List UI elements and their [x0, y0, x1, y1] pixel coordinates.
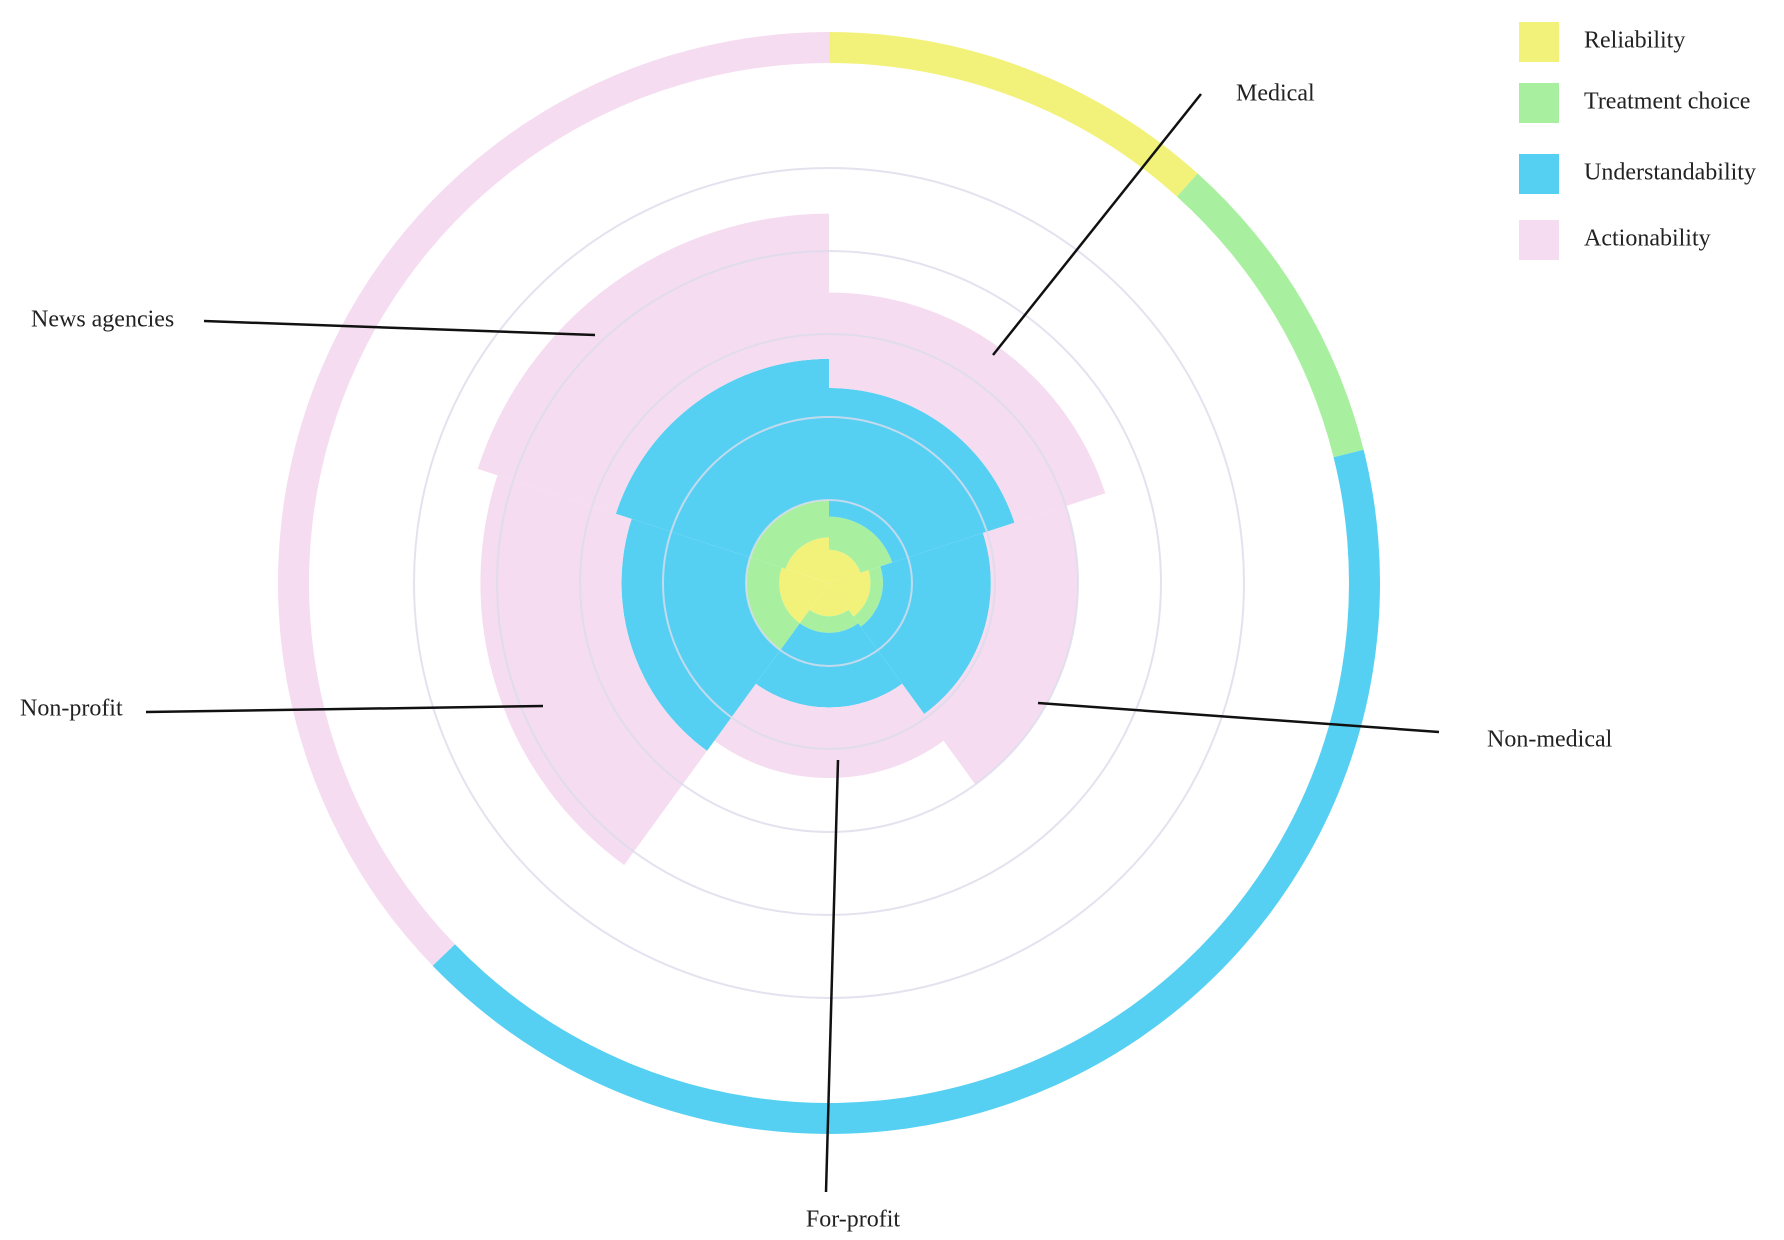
- leader-line: [824, 759, 840, 1193]
- legend-label: Understandability: [1584, 160, 1756, 186]
- bar-segment: [799, 609, 859, 633]
- legend-label: Treatment choice: [1584, 89, 1750, 115]
- leader-line: [992, 93, 1202, 356]
- bar-segment: [829, 549, 861, 583]
- leader-line: [203, 319, 596, 337]
- legend-swatch: [1519, 83, 1559, 123]
- grid-circle: [579, 333, 1079, 833]
- leader-line: [1037, 701, 1440, 734]
- bar-segment: [621, 518, 781, 751]
- bar-segment: [615, 358, 829, 558]
- ring-segment: [277, 32, 829, 966]
- legend-swatch: [1519, 22, 1559, 62]
- bar-segment: [779, 567, 829, 624]
- category-label: Medical: [1236, 81, 1315, 107]
- grid-circle: [662, 416, 996, 750]
- bar-segment: [785, 537, 829, 583]
- bar-segment: [829, 570, 871, 617]
- category-label: Non-medical: [1487, 727, 1613, 753]
- bar-segment: [809, 583, 849, 617]
- category-label: For-profit: [806, 1207, 901, 1233]
- bar-segment: [853, 566, 883, 627]
- category-label: News agencies: [31, 307, 174, 333]
- grid-circle: [413, 167, 1245, 999]
- bar-segment: [714, 683, 944, 779]
- legend-label: Actionability: [1584, 226, 1711, 252]
- bar-segment: [829, 292, 1106, 523]
- grid-circle: [496, 250, 1162, 916]
- bar-segment: [480, 475, 708, 866]
- category-label: Non-profit: [20, 696, 123, 722]
- legend-swatch: [1519, 154, 1559, 194]
- ring-segment: [1176, 173, 1364, 458]
- bar-segment: [829, 516, 893, 573]
- grid-circle: [745, 499, 913, 667]
- bar-segment: [860, 532, 991, 714]
- bar-segment: [750, 499, 829, 569]
- bar-segment: [477, 213, 829, 514]
- bar-segment: [829, 387, 1015, 563]
- legend-swatch: [1519, 220, 1559, 260]
- leader-line: [145, 704, 544, 714]
- legend-label: Reliability: [1584, 28, 1685, 54]
- ring-segment: [829, 32, 1198, 197]
